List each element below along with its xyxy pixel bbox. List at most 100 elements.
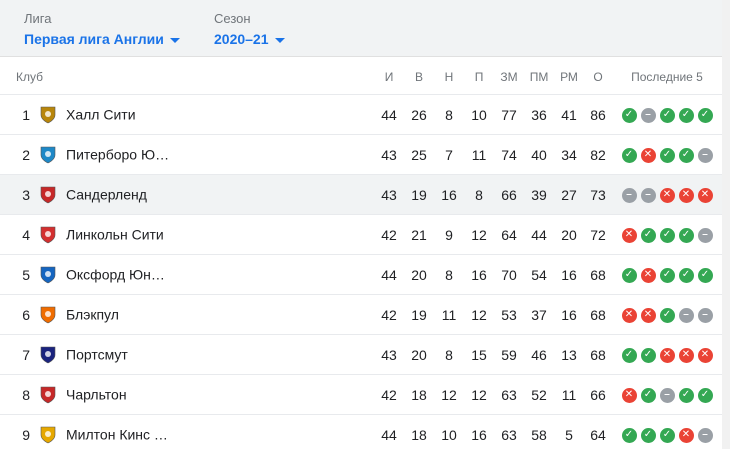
dash-icon: –	[679, 308, 694, 323]
team-cell[interactable]: Оксфорд Юн…	[40, 255, 374, 295]
won: 18	[404, 375, 434, 415]
blackpool-logo	[40, 306, 56, 324]
check-icon: ✓	[622, 428, 637, 443]
cross-icon: ✕	[622, 228, 637, 243]
cross-icon: ✕	[679, 348, 694, 363]
goal-difference: 13	[554, 335, 584, 375]
lost: 10	[464, 95, 494, 135]
played: 43	[374, 335, 404, 375]
col-won: В	[404, 60, 434, 95]
team-cell[interactable]: Портсмут	[40, 335, 374, 375]
position: 7	[0, 335, 40, 375]
team-cell[interactable]: Сандерленд	[40, 175, 374, 215]
league-filter[interactable]: Лига Первая лига Англии	[24, 11, 180, 49]
form-cell: ––✕✕✕	[612, 175, 722, 215]
team-name: Портсмут	[66, 347, 128, 363]
position: 3	[0, 175, 40, 215]
team-name: Питерборо Ю…	[66, 147, 169, 163]
drawn: 7	[434, 135, 464, 175]
col-drawn: Н	[434, 60, 464, 95]
form-cell: ✓✓✕✕✕	[612, 335, 722, 375]
check-icon: ✓	[660, 228, 675, 243]
chevron-down-icon	[275, 38, 285, 43]
position: 2	[0, 135, 40, 175]
last-five-results: ✕✓–✓✓	[622, 388, 713, 403]
points: 68	[584, 255, 612, 295]
goal-difference: 27	[554, 175, 584, 215]
points: 73	[584, 175, 612, 215]
check-icon: ✓	[698, 268, 713, 283]
won: 19	[404, 175, 434, 215]
check-icon: ✓	[622, 268, 637, 283]
played: 43	[374, 135, 404, 175]
last-five-results: ––✕✕✕	[622, 188, 713, 203]
last-five-results: ✓–✓✓✓	[622, 108, 713, 123]
goals-against: 54	[524, 255, 554, 295]
lost: 12	[464, 375, 494, 415]
goals-against: 37	[524, 295, 554, 335]
league-filter-label: Лига	[24, 11, 180, 27]
goals-for: 53	[494, 295, 524, 335]
cross-icon: ✕	[641, 308, 656, 323]
cross-icon: ✕	[660, 348, 675, 363]
check-icon: ✓	[698, 388, 713, 403]
goal-difference: 11	[554, 375, 584, 415]
won: 26	[404, 95, 434, 135]
points: 86	[584, 95, 612, 135]
position: 5	[0, 255, 40, 295]
col-points: О	[584, 60, 612, 95]
won: 19	[404, 295, 434, 335]
won: 18	[404, 415, 434, 454]
league-dropdown-value: Первая лига Англии	[24, 31, 164, 47]
lost: 15	[464, 335, 494, 375]
form-cell: ✕✓–✓✓	[612, 375, 722, 415]
position: 4	[0, 215, 40, 255]
drawn: 8	[434, 255, 464, 295]
team-cell[interactable]: Линкольн Сити	[40, 215, 374, 255]
team-cell[interactable]: Халл Сити	[40, 95, 374, 135]
played: 44	[374, 415, 404, 454]
goals-against: 44	[524, 215, 554, 255]
form-cell: ✕✕✓––	[612, 295, 722, 335]
check-icon: ✓	[622, 108, 637, 123]
lost: 8	[464, 175, 494, 215]
goal-difference: 20	[554, 215, 584, 255]
cross-icon: ✕	[641, 148, 656, 163]
team-cell[interactable]: Чарльтон	[40, 375, 374, 415]
check-icon: ✓	[660, 308, 675, 323]
dash-icon: –	[698, 308, 713, 323]
goals-for: 77	[494, 95, 524, 135]
col-club: Клуб	[0, 60, 374, 95]
check-icon: ✓	[660, 148, 675, 163]
check-icon: ✓	[698, 108, 713, 123]
scrollbar[interactable]	[722, 0, 730, 449]
portsmouth-logo	[40, 346, 56, 364]
team-cell[interactable]: Питерборо Ю…	[40, 135, 374, 175]
goals-for: 64	[494, 215, 524, 255]
team-cell[interactable]: Милтон Кинс …	[40, 415, 374, 454]
cross-icon: ✕	[622, 388, 637, 403]
goals-against: 39	[524, 175, 554, 215]
season-dropdown[interactable]: 2020–21	[214, 29, 285, 49]
form-cell: ✓✓✓✕–	[612, 415, 722, 454]
drawn: 16	[434, 175, 464, 215]
team-cell[interactable]: Блэкпул	[40, 295, 374, 335]
check-icon: ✓	[679, 148, 694, 163]
season-filter[interactable]: Сезон 2020–21	[214, 11, 285, 49]
league-dropdown[interactable]: Первая лига Англии	[24, 29, 180, 49]
goals-for: 74	[494, 135, 524, 175]
peterborough-logo	[40, 146, 56, 164]
lincoln-city-logo	[40, 226, 56, 244]
played: 42	[374, 215, 404, 255]
drawn: 9	[434, 215, 464, 255]
